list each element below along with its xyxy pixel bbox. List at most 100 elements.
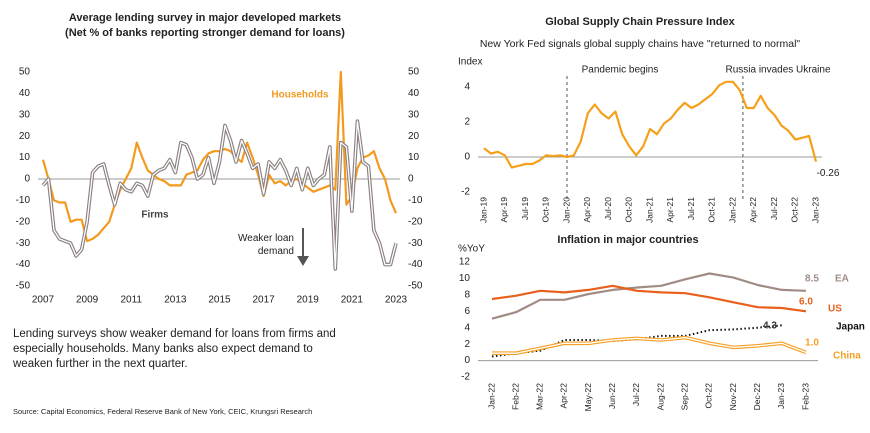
y-tick-label: -30	[16, 238, 31, 249]
x-tick-label: Sep-22	[679, 383, 689, 411]
value-label: -0.26	[817, 168, 840, 179]
x-tick-label: Nov-22	[728, 383, 738, 411]
x-tick-label: Jan-23	[776, 383, 786, 409]
value-label: 6.0	[799, 297, 813, 308]
legend-label: Japan	[836, 322, 865, 333]
x-tick-label: Dec-22	[752, 383, 762, 411]
y-tick-label: 0	[24, 174, 30, 185]
x-tick-label: 2013	[164, 295, 187, 306]
series-line	[491, 272, 807, 320]
chart-subtitle: New York Fed signals global supply chain…	[480, 38, 801, 50]
x-tick-label: Oct-20	[624, 197, 634, 223]
y2-tick-label: 40	[408, 88, 420, 99]
x-tick-label: 2021	[341, 295, 364, 306]
x-tick-label: 2023	[385, 295, 408, 306]
x-tick-label: Oct-19	[541, 197, 551, 223]
series-label: Households	[271, 90, 329, 101]
source: Source: Capital Economics, Federal Reser…	[13, 407, 313, 416]
series-line-inner	[492, 336, 807, 354]
y-tick-label: 40	[19, 88, 31, 99]
x-tick-label: Apr-21	[665, 197, 675, 223]
x-tick-label: 2011	[120, 295, 142, 306]
x-tick-label: Jan-19	[478, 197, 488, 223]
x-tick-label: Jul-19	[520, 197, 530, 220]
chart-subtitle: (Net % of banks reporting stronger deman…	[65, 27, 345, 39]
x-tick-label: 2015	[208, 295, 231, 306]
y-axis-label: %YoY	[458, 244, 485, 255]
x-tick-label: Jan-22	[727, 197, 737, 223]
x-tick-label: Feb-23	[800, 383, 810, 410]
x-tick-label: Apr-20	[582, 197, 592, 223]
x-tick-label: Jul-22	[631, 383, 641, 406]
x-tick-label: 2009	[76, 295, 99, 306]
chart-title: Global Supply Chain Pressure Index	[545, 16, 735, 28]
y-tick-label: -40	[16, 259, 31, 270]
y-tick-label: 0	[464, 152, 470, 163]
value-label: 1.0	[805, 338, 819, 349]
y-tick-label: 2	[464, 339, 470, 350]
y-tick-label: 2	[464, 117, 470, 128]
y-tick-label: 6	[464, 306, 470, 317]
x-tick-label: Apr-19	[499, 197, 509, 223]
y-tick-label: -50	[16, 281, 31, 292]
legend-label: US	[828, 304, 842, 315]
y-tick-label: 10	[459, 273, 471, 284]
annotation: Weaker loan demand	[238, 233, 294, 257]
y-tick-label: 10	[19, 152, 31, 163]
x-tick-label: Oct-22	[790, 197, 800, 223]
x-tick-label: Apr-22	[748, 197, 758, 223]
series-line	[41, 119, 398, 271]
x-tick-label: 2017	[253, 295, 276, 306]
x-tick-label: Jan-23	[810, 197, 820, 223]
x-tick-label: Aug-22	[655, 383, 665, 411]
x-tick-label: Oct-21	[707, 197, 717, 223]
x-tick-label: May-22	[583, 383, 593, 412]
y2-tick-label: -20	[408, 216, 423, 227]
y2-tick-label: 30	[408, 109, 420, 120]
x-tick-label: Jul-20	[603, 197, 613, 220]
y2-tick-label: -50	[408, 281, 423, 292]
y2-tick-label: -30	[408, 238, 423, 249]
value-label: 4.3	[763, 321, 777, 332]
y-tick-label: 0	[464, 355, 470, 366]
y-axis-label: Index	[458, 57, 482, 68]
event-label: Pandemic begins	[582, 65, 659, 76]
series-line	[483, 80, 818, 169]
arrow-head	[297, 256, 309, 266]
x-tick-label: Oct-22	[704, 383, 714, 409]
y-tick-label: -10	[16, 195, 31, 206]
y-tick-label: -20	[16, 216, 31, 227]
y-tick-label: 20	[19, 131, 31, 142]
y-tick-label: 4	[464, 322, 470, 333]
x-tick-label: Jul-22	[769, 197, 779, 220]
y-tick-label: 8	[464, 289, 470, 300]
x-tick-label: Jun-22	[607, 383, 617, 409]
y2-tick-label: 50	[408, 67, 420, 78]
event-label: Russia invades Ukraine	[725, 65, 830, 76]
value-label: 8.5	[805, 274, 819, 285]
legend-label: EA	[835, 274, 849, 285]
y2-tick-label: -10	[408, 195, 423, 206]
y2-tick-label: 10	[408, 152, 420, 163]
series-line	[491, 284, 807, 313]
series-label: Firms	[141, 210, 169, 221]
x-tick-label: Apr-22	[559, 383, 569, 409]
commentary: Lending surveys show weaker demand for l…	[13, 328, 336, 370]
x-tick-label: Jul-21	[686, 197, 696, 220]
x-tick-label: Mar-22	[535, 383, 545, 410]
y-tick-label: 12	[459, 257, 471, 268]
y2-tick-label: -40	[408, 259, 423, 270]
y2-tick-label: 0	[408, 174, 414, 185]
chart-title: Inflation in major countries	[557, 234, 698, 246]
y-tick-label: -2	[461, 372, 470, 383]
x-tick-label: Jan-20	[561, 197, 571, 223]
y-tick-label: 50	[19, 67, 31, 78]
x-tick-label: 2019	[297, 295, 320, 306]
x-tick-label: Jan-22	[486, 383, 496, 409]
y-tick-label: 30	[19, 109, 31, 120]
series-line-inner	[42, 120, 397, 270]
y2-tick-label: 20	[408, 131, 420, 142]
x-tick-label: Jan-21	[644, 197, 654, 223]
